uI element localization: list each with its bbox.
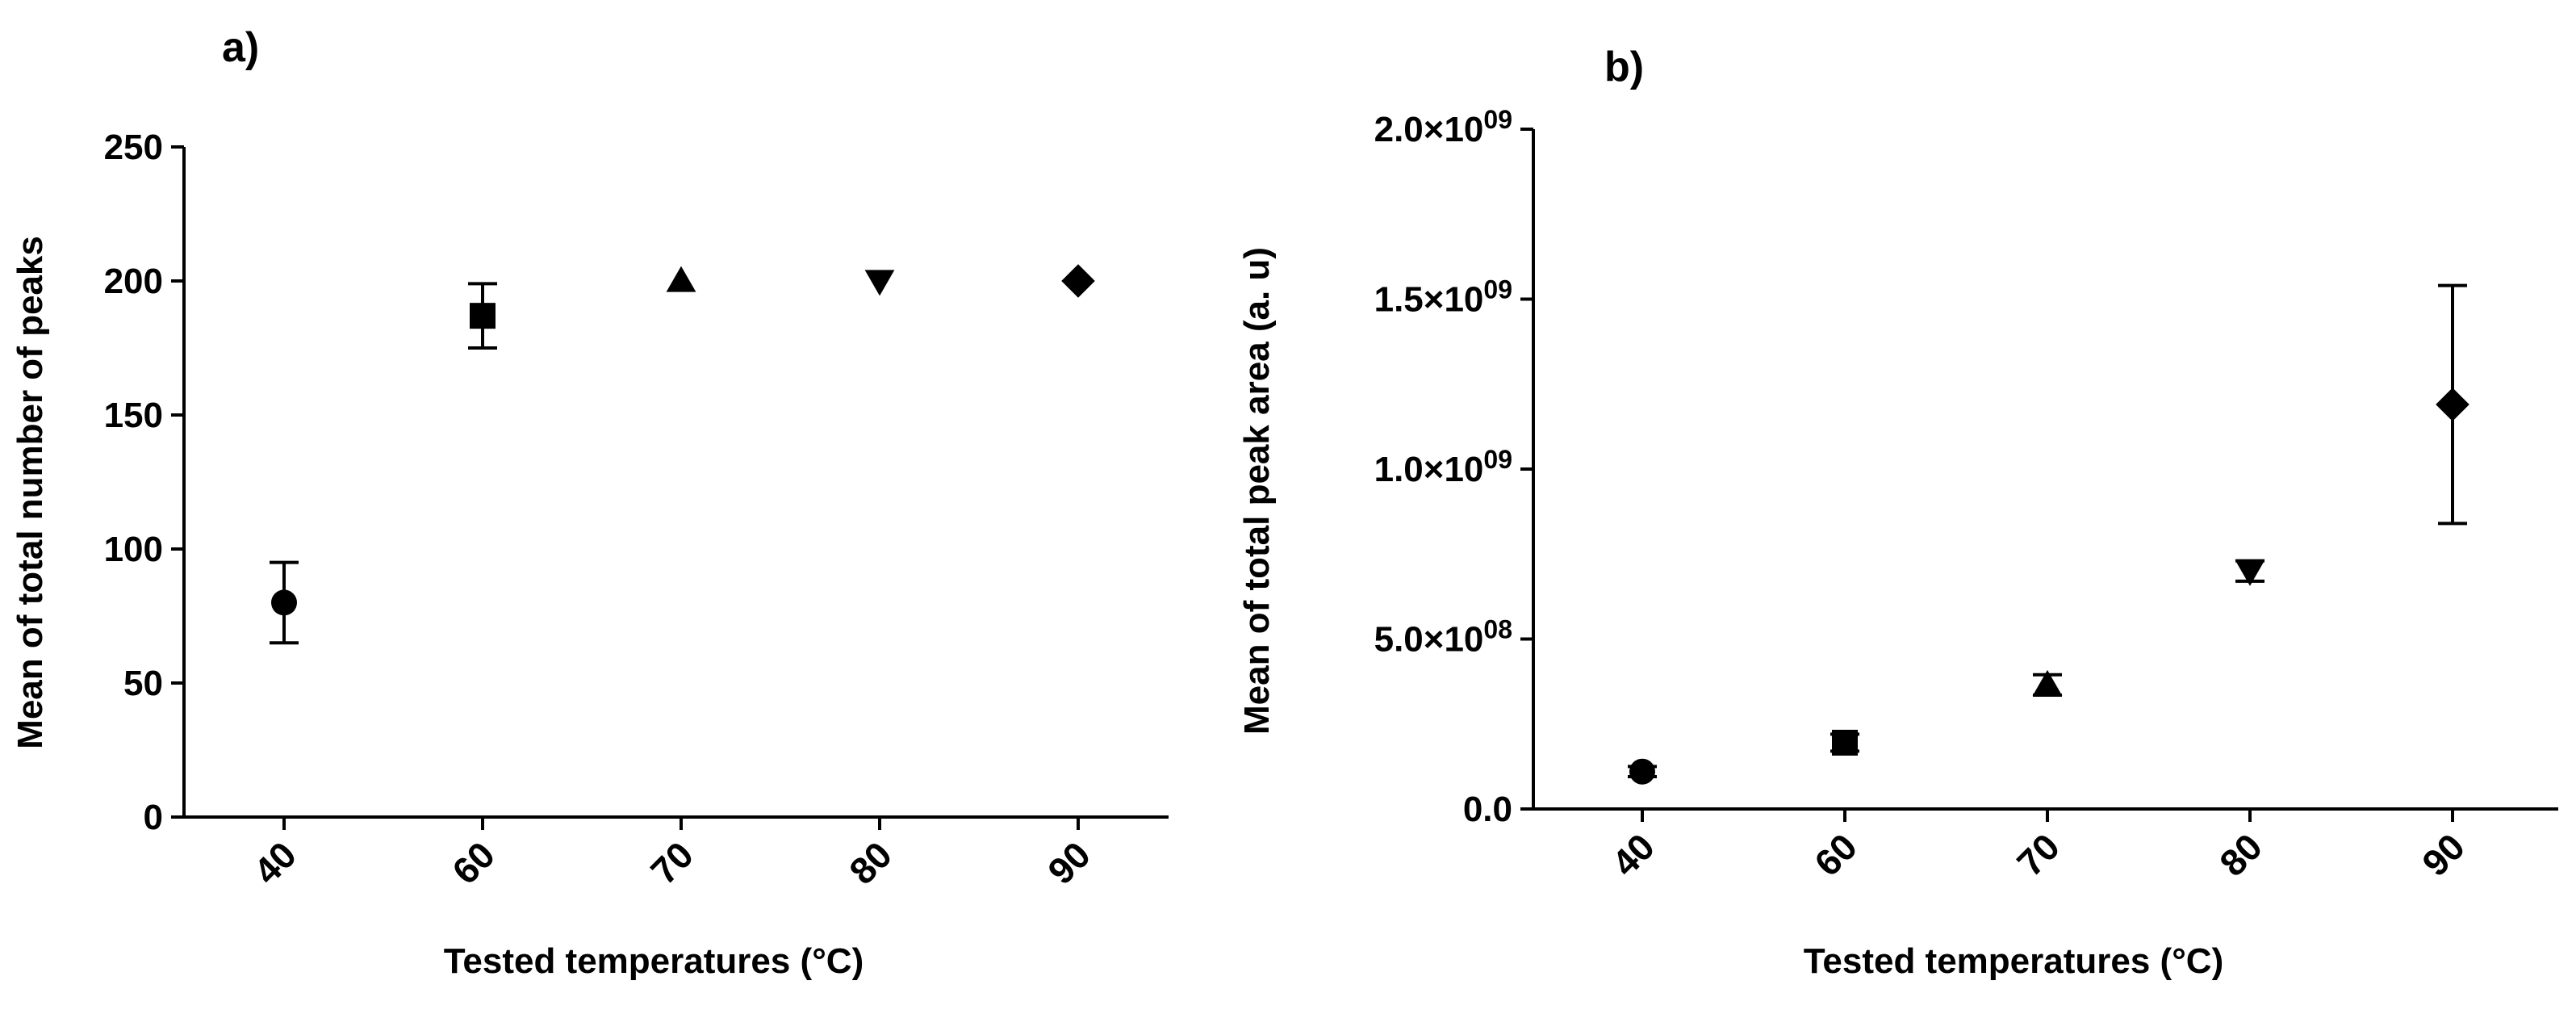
panel-a-y-axis-label: Mean of total number of peaks — [10, 236, 50, 749]
panel-a-x-tick-label: 70 — [642, 833, 701, 892]
panel-b-y-tick-label: 0.0 — [1463, 790, 1512, 829]
panel-b-data-point-40 — [1629, 758, 1655, 785]
panel-b-x-axis-label: Tested temperatures (°C) — [1804, 941, 2223, 981]
panel-a-x-tick-label: 90 — [1039, 833, 1098, 892]
panel-b-y-tick-label: 1.5×1009 — [1374, 275, 1512, 320]
chart-panel-b: b) Mean of total peak area (a. u) Tested… — [1237, 44, 2558, 981]
panel-b-data-point-70 — [2032, 669, 2063, 696]
panel-b-x-tick-label: 80 — [2211, 825, 2270, 884]
panel-a-data-point-80 — [864, 270, 895, 296]
panel-a-y-tick-label: 100 — [104, 530, 163, 569]
panel-b-x-tick-label: 60 — [1806, 825, 1865, 884]
panel-a-y-tick-label: 50 — [123, 664, 163, 703]
panel-b-data-point-90 — [2436, 388, 2469, 421]
panel-a-data-point-70 — [666, 266, 696, 292]
panel-a-x-tick-label: 60 — [444, 833, 503, 892]
panel-b-data-point-60 — [1832, 729, 1858, 756]
panel-a-data-point-40 — [271, 589, 297, 616]
chart-panel-a: a) Mean of total number of peaks Tested … — [10, 24, 1169, 981]
panel-b-y-tick-label: 5.0×1008 — [1374, 615, 1512, 660]
panel-b-x-tick-label: 90 — [2414, 825, 2473, 884]
panel-b-x-tick-label: 70 — [2009, 825, 2068, 884]
panel-a-label: a) — [222, 24, 259, 71]
panel-a-x-tick-label: 80 — [841, 833, 900, 892]
panel-a-y-tick-label: 0 — [144, 798, 163, 837]
panel-b-label: b) — [1604, 44, 1644, 90]
panel-b-x-tick-label: 40 — [1604, 825, 1662, 884]
panel-a-x-axis-label: Tested temperatures (°C) — [444, 941, 864, 981]
panel-b-y-axis-label: Mean of total peak area (a. u) — [1237, 247, 1277, 735]
panel-a-y-tick-label: 250 — [104, 128, 163, 167]
panel-a-data-point-60 — [470, 303, 496, 329]
panel-b-data-point-80 — [2235, 559, 2265, 586]
panel-b-y-tick-label: 2.0×1009 — [1374, 105, 1512, 149]
panel-a-y-tick-label: 200 — [104, 262, 163, 301]
panel-b-y-tick-label: 1.0×1009 — [1374, 445, 1512, 489]
panel-a-data-point-90 — [1061, 264, 1095, 298]
panel-a-y-tick-label: 150 — [104, 396, 163, 435]
panel-a-x-tick-label: 40 — [245, 833, 304, 892]
